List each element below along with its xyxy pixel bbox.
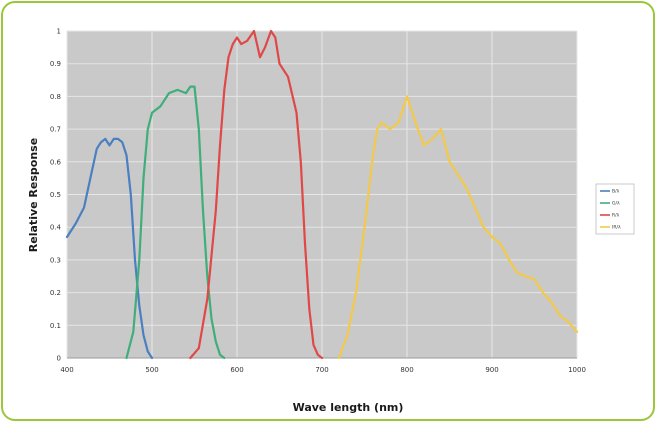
- x-axis-title: Wave length (nm): [293, 401, 404, 414]
- series-lines: [65, 29, 579, 360]
- series-line-2: [189, 29, 324, 360]
- y-tick-label-10: 1: [57, 28, 61, 36]
- y-tick-label-1: 0.1: [50, 322, 61, 330]
- x-tick-label-4: 800: [400, 366, 413, 374]
- x-tick-label-5: 900: [485, 366, 498, 374]
- legend: B/λ G/λ R/λ IR/λ: [595, 183, 635, 235]
- series-line-0: [65, 137, 154, 360]
- legend-label-1: G/λ: [612, 201, 620, 207]
- legend-box: [595, 183, 635, 235]
- y-tick-label-3: 0.3: [50, 256, 61, 264]
- grid-lines: [66, 30, 578, 359]
- legend-label-2: R/λ: [612, 213, 620, 219]
- y-tick-label-4: 0.4: [50, 224, 62, 232]
- x-tick-labels: 400 500 600 700 800 900 1000: [60, 366, 586, 374]
- y-tick-label-2: 0.2: [50, 289, 61, 297]
- y-tick-label-0: 0: [57, 355, 61, 363]
- y-tick-label-8: 0.8: [50, 93, 61, 101]
- spectral-response-chart: 400 500 600 700 800 900 1000 00.10.20.30.40.50…: [27, 28, 635, 414]
- y-axis-title: Relative Response: [27, 138, 40, 252]
- series-line-1: [125, 85, 226, 360]
- chart-frame: 400 500 600 700 800 900 1000 0 0.1 0.2 0.3 0.4 0.5 0…: [1, 1, 655, 421]
- x-tick-label-0: 400: [60, 366, 73, 374]
- y-tick-label-6: 0.6: [50, 158, 62, 166]
- y-tick-labels: 0 0.1 0.2 0.3 0.4 0.5 0.6 0.7 0.8 0.9 1: [50, 28, 62, 363]
- legend-label-3: IR/λ: [612, 225, 621, 231]
- x-tick-label-3: 700: [315, 366, 328, 374]
- legend-label-0: B/λ: [612, 189, 620, 195]
- y-tick-label-7: 0.7: [50, 126, 61, 134]
- series-line-3: [337, 95, 579, 360]
- y-tick-label-9: 0.9: [50, 60, 61, 68]
- y-tick-label-5: 0.5: [50, 191, 61, 199]
- x-tick-label-6: 1000: [568, 366, 586, 374]
- x-tick-label-2: 600: [230, 366, 243, 374]
- x-tick-label-1: 500: [145, 366, 158, 374]
